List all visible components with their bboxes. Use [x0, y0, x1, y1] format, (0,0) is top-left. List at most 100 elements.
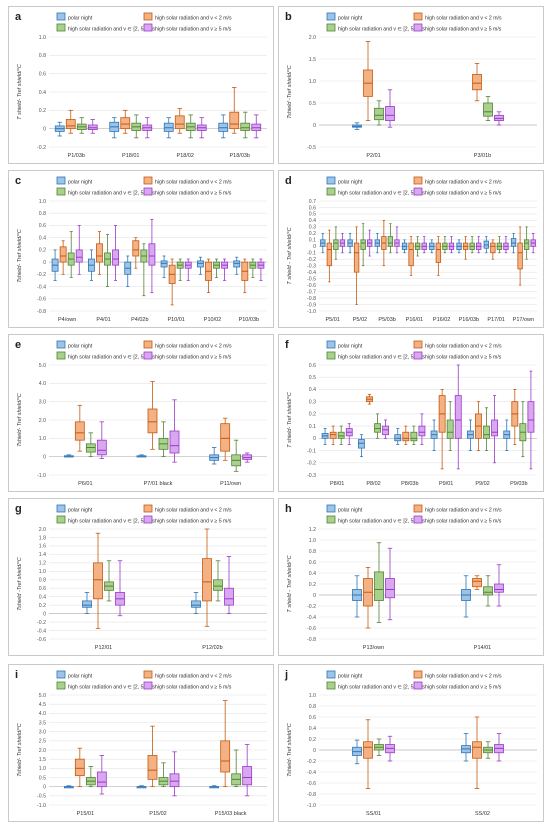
y-tick-label: -0.5 — [307, 276, 316, 282]
y-tick-label: -0.3 — [307, 264, 316, 270]
box-lt2 — [174, 108, 185, 134]
x-axis: P5/01 P5/02 P5/03b P16/01 P16/02 P16/03b P17/0… — [325, 317, 534, 323]
box-mid — [337, 425, 345, 445]
y-tick-label: 0.6 — [39, 223, 46, 229]
box-iqr — [435, 242, 442, 263]
box-ge5 — [184, 258, 192, 281]
box-polar — [63, 785, 74, 789]
y-tick-label: -1.0 — [37, 473, 46, 479]
box-polar — [352, 575, 362, 618]
box-polar — [124, 255, 132, 287]
legend-label-mid: high solar radiation and v ∈ [2, 5) m/s — [338, 27, 425, 33]
y-tick-label: -0.4 — [37, 628, 46, 634]
box-mid — [249, 258, 257, 278]
x-tick-label: P4/own — [58, 317, 76, 323]
x-tick-label: P8/03b — [401, 481, 418, 487]
y-tick-label: -0.2 — [37, 272, 46, 278]
legend-label-mid: high solar radiation and v ∈ [2, 5) m/s — [338, 685, 425, 691]
box-lt2 — [475, 401, 482, 451]
y-tick-label: -0.6 — [37, 297, 46, 303]
box-ge5 — [385, 735, 395, 762]
box-ge5 — [385, 547, 395, 621]
y-tick-label: 1.6 — [39, 544, 46, 550]
box-iqr — [394, 434, 402, 442]
legend-swatch-mid — [56, 515, 66, 524]
box-lt2 — [74, 404, 85, 452]
y-tick-label: 0 — [313, 123, 316, 129]
x-tick-label: P12/02b — [202, 645, 223, 651]
y-tick-label: -0.2 — [307, 461, 316, 467]
box-polar — [321, 428, 329, 445]
x-tick-label: P6/01 — [78, 481, 92, 487]
legend: polar night high solar radiation and v < … — [56, 504, 232, 525]
legend-label-polar: polar night — [68, 344, 93, 350]
box-iqr — [233, 260, 241, 268]
y-tick-label: -0.6 — [37, 637, 46, 643]
box-iqr — [402, 431, 410, 442]
x-tick-label: P14/01 — [474, 645, 491, 651]
box-lt2 — [147, 725, 158, 788]
x-axis: P13/own P14/01 — [363, 645, 491, 651]
box-iqr — [74, 421, 85, 441]
x-tick-label: P2/01 — [366, 153, 380, 159]
box-lt2 — [65, 109, 76, 134]
box-ge5 — [96, 755, 107, 795]
box-iqr — [329, 431, 337, 439]
box-lt2 — [438, 389, 446, 470]
y-axis-label: T shield - Tref shield/°C — [287, 227, 293, 284]
x-tick-label: P17/01 — [487, 317, 504, 323]
y-tick-label: 5.0 — [39, 693, 46, 699]
x-tick-label: P16/01 — [406, 317, 423, 323]
y-tick-label: 0.2 — [309, 412, 316, 418]
legend-swatch-lt2 — [143, 670, 153, 679]
box-ge5 — [242, 452, 253, 463]
legend-swatch-mid — [56, 681, 66, 690]
box-lt2 — [472, 63, 482, 102]
box-mid — [519, 401, 527, 458]
y-tick-label: 1.0 — [309, 538, 316, 544]
legend-swatch-lt2 — [413, 504, 423, 513]
y-tick-label: -0.5 — [307, 145, 316, 151]
box-iqr — [132, 240, 140, 257]
y-tick-label: 0.4 — [39, 90, 46, 96]
y-axis-label: T shield- Tref shield/°C — [17, 64, 23, 120]
legend-swatch-polar — [326, 176, 336, 185]
x-tick-label: P16/02 — [433, 317, 450, 323]
x-tick-label: P16/03b — [459, 317, 480, 323]
y-tick-label: 0 — [313, 244, 316, 250]
legend-swatch-mid — [326, 351, 336, 360]
box-polar — [510, 232, 517, 254]
box-lt2 — [472, 575, 482, 590]
x-axis: P12/01 P12/02b — [95, 645, 223, 651]
legend-swatch-lt2 — [143, 176, 153, 185]
box-iqr — [242, 766, 253, 786]
box-iqr — [491, 419, 499, 437]
legend-swatch-mid — [326, 681, 336, 690]
x-tick-label: P18/02 — [177, 153, 194, 159]
box-mid — [158, 762, 169, 788]
legend-label-polar: polar night — [68, 180, 93, 186]
box-mid — [76, 117, 87, 134]
box-lt2 — [490, 239, 496, 260]
y-tick-label: 1.5 — [309, 57, 316, 63]
box-ge5 — [421, 236, 427, 254]
box-iqr — [147, 755, 158, 780]
y-tick-label: -0.2 — [37, 145, 46, 151]
box-lt2 — [329, 425, 337, 445]
chart-c: polar night high solar radiation and v < … — [17, 176, 267, 323]
box-polar — [196, 256, 204, 275]
box-mid — [374, 738, 384, 756]
x-tick-label: P5/02 — [353, 317, 367, 323]
x-tick-label: P3/01b — [474, 153, 491, 159]
y-tick-label: -0.6 — [307, 781, 316, 787]
box-polar — [54, 121, 65, 137]
box-polar — [136, 785, 147, 789]
legend-label-lt2: high solar radiation and v < 2 m/s — [425, 508, 502, 514]
legend-label-lt2: high solar radiation and v < 2 m/s — [425, 180, 502, 186]
box-iqr — [517, 242, 523, 270]
box-lt2 — [120, 109, 131, 134]
box-mid — [374, 542, 384, 623]
box-polar — [63, 454, 74, 458]
box-mid — [333, 226, 339, 260]
y-tick-label: 1.0 — [309, 693, 316, 699]
